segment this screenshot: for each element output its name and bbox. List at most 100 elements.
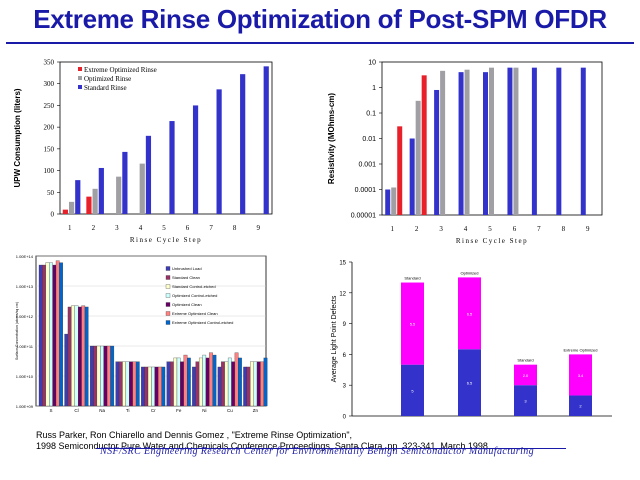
- legend-swatch: [165, 284, 171, 289]
- stacked-bar-segment: [569, 354, 592, 396]
- legend-swatch: [78, 76, 82, 80]
- x-tick-label: S: [49, 408, 52, 413]
- bar-standard-rinse: [263, 66, 269, 214]
- bar-surface-concentration: [42, 264, 46, 407]
- bar-surface-concentration: [100, 345, 104, 407]
- y-tick-label: 1: [372, 85, 376, 92]
- footer-rule: [96, 448, 566, 449]
- bar-surface-concentration: [243, 366, 247, 407]
- y-tick-label: 150: [44, 145, 55, 153]
- stacked-bar-segment: [458, 349, 481, 416]
- x-tick-label: Fe: [176, 408, 182, 413]
- bar-surface-concentration: [129, 361, 133, 407]
- bar-surface-concentration: [147, 366, 152, 407]
- bar-standard-rinse: [192, 105, 199, 214]
- x-tick-label: 2: [92, 224, 96, 232]
- legend-label: Optimized Clean: [172, 302, 202, 307]
- bar-standard-rinse: [98, 167, 104, 214]
- y-tick-label: 300: [44, 80, 55, 88]
- x-tick-label: Cr: [151, 408, 156, 413]
- segment-label: 3: [524, 399, 527, 404]
- x-tick-label: 8: [233, 224, 237, 232]
- citation-line-2: 1998 Semiconductor Pure Water and Chemic…: [36, 441, 491, 451]
- bar-surface-concentration: [256, 361, 261, 407]
- resistivity-chart: 10 1 0.1 0.01 0.001 0.0001 0.00001 1 2 3 4 5 6 7 8 9 Rin…: [327, 60, 603, 245]
- y-tick-label: 10: [368, 60, 376, 67]
- bar-resistivity: [385, 189, 391, 215]
- bar-label: Standard: [517, 358, 533, 363]
- segment-label: 5.5: [410, 322, 416, 327]
- segment-label: 2: [579, 404, 582, 409]
- surface-concentration-chart: 1.00E+14 1.00E+13 1.00E+12 1.00E+11 1.00E+10…: [15, 254, 268, 413]
- legend-swatch: [165, 302, 171, 307]
- bar-surface-concentration: [52, 264, 57, 407]
- x-tick-label: Cl: [74, 408, 78, 413]
- plot-area: [59, 61, 273, 215]
- light-point-defects-chart: 0 3 6 9 12 15 5 5.5 Standard 6.5 6.5 Optimized 3 2.0 S…: [331, 261, 612, 421]
- bar-surface-concentration: [49, 262, 53, 407]
- bar-surface-concentration: [224, 361, 229, 407]
- bar-resistivity: [513, 67, 519, 216]
- bar-resistivity: [440, 70, 446, 215]
- bar-surface-concentration: [202, 354, 207, 407]
- bar-resistivity: [531, 67, 537, 216]
- y-tick-label: 1.00E+12: [16, 314, 34, 319]
- stacked-bar-segment: [401, 364, 424, 416]
- x-axis-label: Rinse Cycle Step: [456, 237, 528, 245]
- bar-surface-concentration: [74, 305, 79, 407]
- legend-label: Standard Control-etched: [172, 284, 216, 289]
- legend-swatch: [165, 320, 171, 325]
- y-tick-label: 50: [47, 189, 55, 197]
- bar-standard-rinse: [145, 135, 152, 214]
- bar-surface-concentration: [135, 361, 140, 407]
- x-tick-label: 7: [537, 225, 541, 233]
- bar-surface-concentration: [231, 361, 236, 407]
- y-tick-label: 200: [44, 124, 55, 132]
- legend-swatch: [165, 275, 171, 280]
- legend-swatch: [165, 293, 171, 298]
- legend-label: Extreme Optimized Clean: [172, 311, 218, 316]
- bar-surface-concentration: [246, 366, 251, 407]
- citation: Russ Parker, Ron Chiarello and Dennis Go…: [36, 430, 596, 452]
- bar-surface-concentration: [209, 352, 213, 407]
- y-tick-label: 100: [44, 167, 55, 175]
- y-axis-label: Resistivity (MOhms-cm): [327, 93, 336, 184]
- y-tick-label: 9: [343, 322, 347, 328]
- bar-surface-concentration: [176, 357, 181, 407]
- bar-resistivity: [489, 67, 494, 216]
- bar-surface-concentration: [227, 357, 232, 407]
- bar-resistivity: [397, 126, 403, 215]
- page-title: Extreme Rinse Optimization of Post-SPM O…: [33, 4, 607, 34]
- stacked-bar-segment: [514, 364, 537, 386]
- bar-surface-concentration: [195, 361, 200, 407]
- x-tick-label: Zn: [253, 408, 259, 413]
- bar-surface-concentration: [253, 361, 258, 407]
- bar-surface-concentration: [192, 366, 196, 407]
- stacked-bar-segment: [514, 385, 537, 416]
- y-tick-label: 1.00E+09: [16, 404, 34, 409]
- bar-surface-concentration: [217, 366, 222, 407]
- bar-surface-concentration: [183, 354, 188, 407]
- y-tick-label: 1.00E+10: [16, 374, 34, 379]
- legend-label: Unbrushed Load: [172, 266, 202, 271]
- bar-extreme-optimized-rinse: [86, 196, 92, 214]
- legend-label: Extreme Optimized Control-etched: [172, 320, 233, 325]
- x-tick-label: Cu: [227, 408, 233, 413]
- bar-surface-concentration: [106, 345, 111, 407]
- x-tick-label: 3: [115, 224, 119, 232]
- citation-line-1: Russ Parker, Ron Chiarello and Dennis Go…: [36, 430, 353, 440]
- bar-surface-concentration: [89, 345, 94, 407]
- bar-surface-concentration: [180, 361, 184, 407]
- legend-swatch: [78, 85, 82, 89]
- bar-surface-concentration: [132, 361, 137, 407]
- bar-optimized-rinse: [68, 201, 75, 214]
- y-axis-label: Average Light Point Defects: [331, 295, 338, 382]
- bar-label: Standard: [404, 276, 420, 281]
- bar-surface-concentration: [260, 361, 264, 407]
- bar-resistivity: [434, 89, 440, 215]
- y-tick-label: 6: [343, 353, 347, 359]
- bar-surface-concentration: [144, 366, 149, 407]
- y-tick-label: 0.1: [366, 111, 376, 118]
- x-tick-label: 5: [162, 224, 166, 232]
- y-tick-label: 0: [51, 211, 55, 219]
